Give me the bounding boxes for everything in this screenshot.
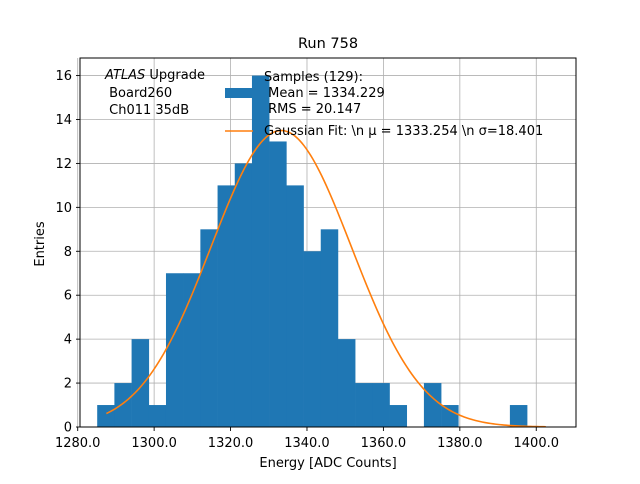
histogram-bar [200, 229, 218, 427]
x-axis-label: Energy [ADC Counts] [259, 456, 396, 471]
histogram-bar [286, 185, 304, 427]
histogram-bars [97, 75, 528, 428]
histogram-bar [183, 273, 201, 427]
y-tick-label: 2 [64, 377, 72, 392]
histogram-bar [165, 273, 184, 427]
y-axis-ticks: 0 2 4 6 8 10 12 14 16 [55, 69, 80, 436]
legend: Samples (129): Mean = 1334.229 RMS = 20.… [225, 70, 543, 139]
annotation-line-3: Ch011 35dB [105, 103, 189, 118]
x-tick-label: 1320.0 [208, 436, 254, 451]
histogram-bar [234, 163, 253, 427]
legend-histogram-line-2: Mean = 1334.229 [264, 86, 385, 101]
y-tick-label: 10 [55, 201, 72, 216]
histogram-bar [337, 339, 356, 427]
legend-histogram-line-3: RMS = 20.147 [264, 102, 361, 117]
atlas-annotation: ATLAS Upgrade Board260 Ch011 35dB [104, 68, 205, 118]
y-tick-label: 16 [55, 69, 72, 84]
histogram-bar [320, 229, 339, 427]
histogram-bar [148, 405, 167, 427]
histogram-bar [355, 383, 373, 427]
histogram-bar [372, 383, 390, 427]
upgrade-label: Upgrade [145, 68, 205, 83]
y-tick-label: 12 [55, 157, 72, 172]
chart-title: Run 758 [298, 36, 358, 52]
y-tick-label: 6 [64, 289, 72, 304]
histogram-bar [131, 339, 150, 427]
histogram-bar [269, 141, 287, 427]
x-tick-label: 1300.0 [131, 436, 177, 451]
grid [77, 58, 576, 428]
gaussian-fit [106, 129, 546, 428]
y-axis-label: Entries [33, 221, 48, 267]
legend-histogram-swatch [225, 88, 253, 98]
x-tick-label: 1380.0 [437, 436, 483, 451]
x-axis-ticks: 1280.0 1300.0 1320.0 1340.0 1360.0 1380.0 1400… [55, 427, 559, 451]
histogram-bar [251, 75, 270, 428]
legend-histogram-line-1: Samples (129): [264, 70, 363, 85]
y-tick-label: 8 [64, 245, 72, 260]
annotation-line-1: ATLAS Upgrade [104, 68, 205, 83]
histogram-bar [509, 405, 528, 427]
x-tick-label: 1400.0 [514, 436, 560, 451]
x-tick-label: 1360.0 [361, 436, 407, 451]
atlas-label: ATLAS [104, 68, 145, 83]
x-tick-label: 1340.0 [284, 436, 330, 451]
x-tick-label: 1280.0 [55, 436, 101, 451]
fit-curve [106, 129, 546, 428]
histogram-bar [217, 185, 236, 427]
y-tick-label: 0 [64, 421, 72, 436]
axes-frame [79, 57, 577, 428]
histogram-bar [114, 383, 132, 427]
histogram-bar [97, 405, 115, 427]
histogram-bar [423, 383, 442, 427]
histogram-bar [441, 405, 459, 427]
histogram-bar [389, 405, 408, 427]
histogram-bar [303, 251, 322, 427]
y-tick-label: 4 [64, 333, 72, 348]
annotation-line-2: Board260 [105, 86, 172, 101]
legend-fit-label: Gaussian Fit: \n μ = 1333.254 \n σ=18.40… [264, 124, 543, 139]
y-tick-label: 14 [55, 113, 72, 128]
